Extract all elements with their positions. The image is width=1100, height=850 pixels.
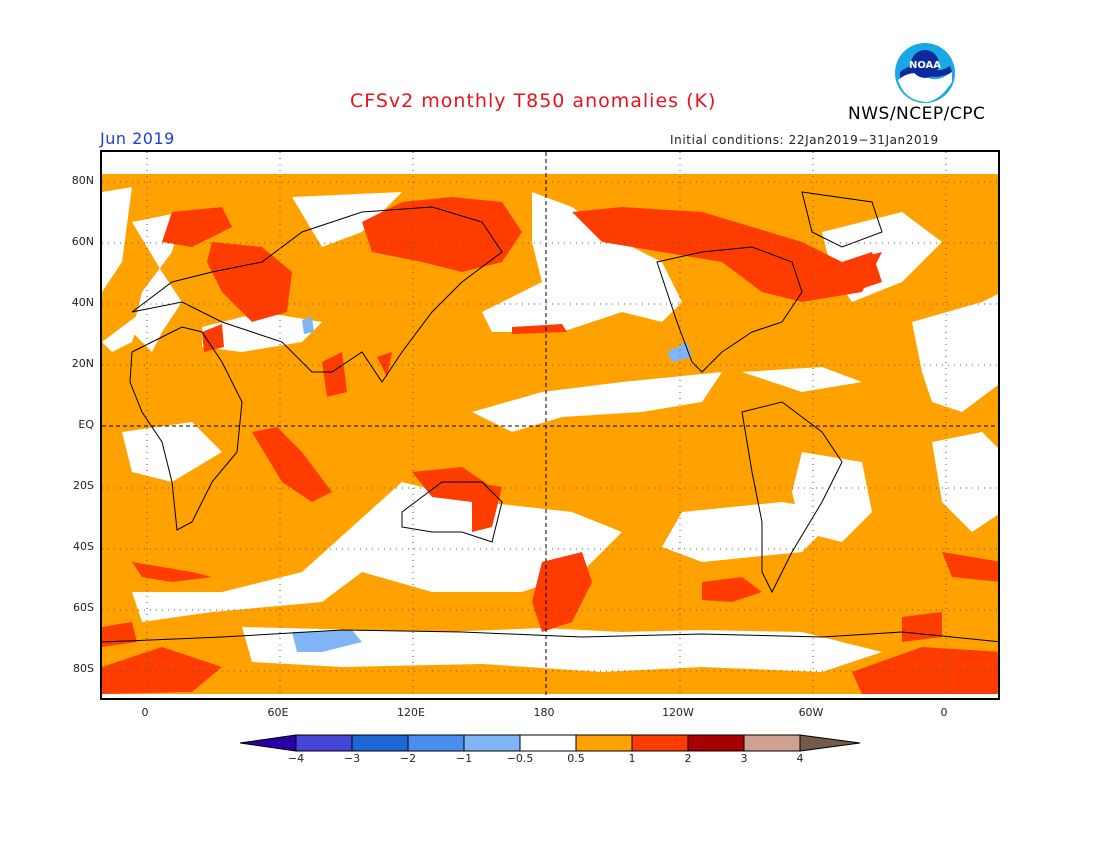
lat-label-80s: 80S: [73, 662, 94, 675]
lon-label-60w: 60W: [798, 706, 824, 719]
map-title: CFSv2 monthly T850 anomalies (K): [350, 90, 717, 112]
colorbar-swatch-8: [687, 734, 745, 752]
colorbar-swatch-4: [463, 734, 521, 752]
map-panel: [100, 150, 1000, 700]
cold-anomaly-spots: [292, 317, 692, 652]
colorbar-label-m3: −3: [343, 752, 361, 765]
lat-label-40s: 40S: [73, 540, 94, 553]
colorbar-label-m2: −2: [399, 752, 417, 765]
antarctica-coast: [102, 629, 998, 643]
org-label: NWS/NCEP/CPC: [848, 104, 986, 124]
greenland-coast: [801, 191, 883, 248]
lon-label-0-east: 0: [940, 706, 948, 719]
colorbar-swatch-0: [239, 734, 297, 752]
lon-label-180: 180: [533, 706, 555, 719]
lat-label-60n: 60N: [71, 235, 94, 248]
colorbar-swatch-6: [575, 734, 633, 752]
lon-label-120w: 120W: [662, 706, 694, 719]
colorbar-label-m1: −1: [455, 752, 473, 765]
lon-label-60e: 60E: [267, 706, 289, 719]
colorbar-swatch-9: [743, 734, 801, 752]
colorbar-swatch-10: [799, 734, 861, 752]
anomaly-map: [102, 152, 998, 698]
colorbar-label-p05: 0.5: [567, 752, 585, 765]
lat-label-20s: 20S: [73, 479, 94, 492]
reference-lines: [102, 152, 998, 698]
colorbar-swatch-3: [407, 734, 465, 752]
initial-conditions-label: Initial conditions: 22Jan2019−31Jan2019: [670, 133, 939, 147]
south-america-coast: [741, 401, 843, 594]
month-label: Jun 2019: [100, 129, 175, 148]
lat-label-20n: 20N: [71, 357, 94, 370]
graticule: [102, 152, 998, 698]
colorbar-label-m4: −4: [287, 752, 305, 765]
lon-label-120e: 120E: [397, 706, 425, 719]
north-america-coast: [656, 246, 803, 373]
colorbar-label-p3: 3: [740, 752, 748, 765]
noaa-logo: NOAA: [895, 43, 955, 103]
australia-coast: [401, 481, 503, 543]
lat-label-60s: 60S: [73, 601, 94, 614]
colorbar-swatch-7: [631, 734, 689, 752]
lat-label-80n: 80N: [71, 174, 94, 187]
coastlines: [102, 191, 998, 643]
lat-label-40n: 40N: [71, 296, 94, 309]
neutral-regions: [102, 187, 998, 672]
lon-label-0: 0: [141, 706, 149, 719]
colorbar-swatch-1: [295, 734, 353, 752]
colorbar-label-p2: 2: [684, 752, 692, 765]
colorbar-label-m05: −0.5: [506, 752, 534, 765]
lat-label-eq: EQ: [78, 418, 94, 431]
colorbar-label-p1: 1: [628, 752, 636, 765]
colorbar-label-p4: 4: [796, 752, 804, 765]
africa-coast: [129, 326, 243, 531]
eurasia-coast: [131, 206, 503, 383]
colorbar-swatch-2: [351, 734, 409, 752]
noaa-logo-text: NOAA: [909, 60, 941, 71]
colorbar-swatch-5: [519, 734, 577, 752]
